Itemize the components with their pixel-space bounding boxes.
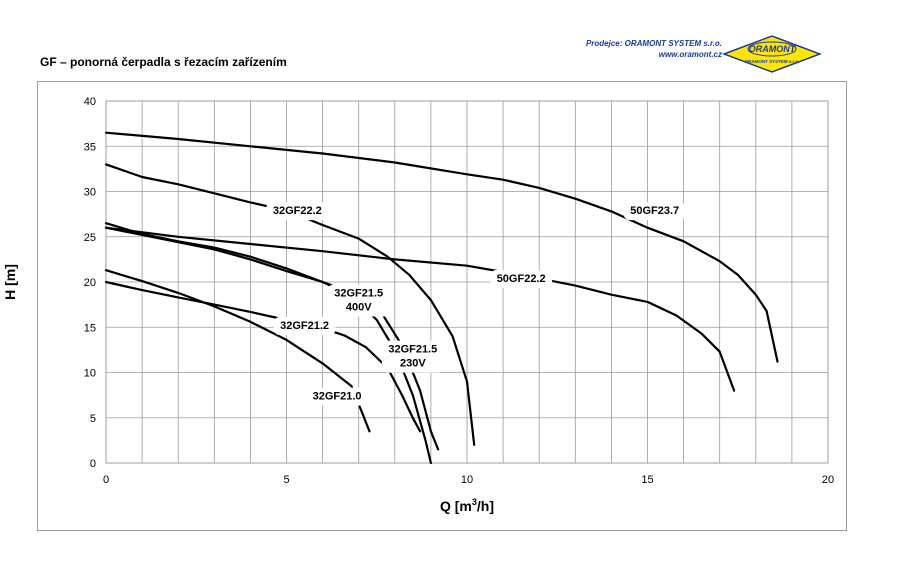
series-layer [104, 131, 779, 465]
series-line [104, 131, 779, 363]
x-axis-label-tail: /h] [477, 498, 494, 514]
series-label-bg [490, 270, 553, 288]
y-axis-label: H [m] [2, 264, 18, 300]
x-axis-label: Q [m3/h] [440, 497, 494, 514]
x-tick-label: 0 [103, 474, 109, 486]
series-label: 32GF22.2 [273, 205, 322, 217]
series-label: 230V [400, 358, 426, 370]
dealer-info: Prodejce: ORAMONT SYSTEM s.r.o. www.oram… [560, 38, 722, 60]
x-tick-label: 15 [641, 474, 653, 486]
y-tick-label: 10 [84, 368, 96, 380]
axis-layer: 0 5 10 15 20 0 5 10 15 20 25 30 35 40 [84, 96, 834, 486]
series-label: 32GF21.5 [388, 344, 437, 356]
y-tick-label: 0 [90, 458, 96, 470]
series-label: 50GF23.7 [630, 205, 679, 217]
oramont-logo: ORAMONT ORAMONT SYSTEM s.r.o. [722, 35, 822, 73]
grid-layer [105, 100, 829, 464]
series-label: 32GF21.5 [334, 287, 383, 299]
series-label-bg [306, 387, 369, 406]
y-tick-label: 30 [84, 187, 96, 199]
series-label-bg [623, 202, 686, 221]
logo-subtext: ORAMONT SYSTEM s.r.o. [745, 59, 800, 64]
x-tick-label: 20 [822, 474, 834, 486]
series-label-bg [381, 340, 444, 373]
y-tick-label: 5 [90, 413, 96, 425]
dealer-name: ORAMONT SYSTEM s.r.o. [624, 39, 722, 48]
series-label: 50GF22.2 [497, 273, 546, 285]
dealer-label: Prodejce: [585, 39, 623, 48]
series-label-bg [327, 284, 390, 317]
y-tick-label: 15 [84, 322, 96, 334]
page-title: GF – ponorná čerpadla s řezacím zařízení… [40, 55, 287, 69]
series-label: 400V [346, 301, 372, 313]
dealer-url[interactable]: www.oramont.cz [658, 50, 722, 59]
x-axis-label-sup: 3 [472, 497, 477, 507]
x-tick-label: 5 [283, 474, 289, 486]
x-axis-label-main: Q [m [440, 498, 472, 514]
series-label: 32GF21.0 [313, 391, 362, 403]
series-label-bg [266, 202, 329, 221]
y-tick-label: 35 [84, 141, 96, 153]
y-tick-label: 25 [84, 232, 96, 244]
series-label: 32GF21.2 [280, 320, 329, 332]
series-label-bg [273, 317, 336, 336]
x-tick-label: 10 [461, 474, 473, 486]
y-tick-label: 40 [84, 96, 96, 108]
series-line [104, 163, 476, 446]
logo-text: ORAMONT [749, 44, 797, 54]
y-tick-label: 20 [84, 277, 96, 289]
label-layer: 50GF23.7 50GF22.2 32GF22.2 32GF21.5 400V 32GF… [266, 202, 686, 406]
series-line [104, 226, 432, 465]
chart-frame [37, 81, 847, 531]
